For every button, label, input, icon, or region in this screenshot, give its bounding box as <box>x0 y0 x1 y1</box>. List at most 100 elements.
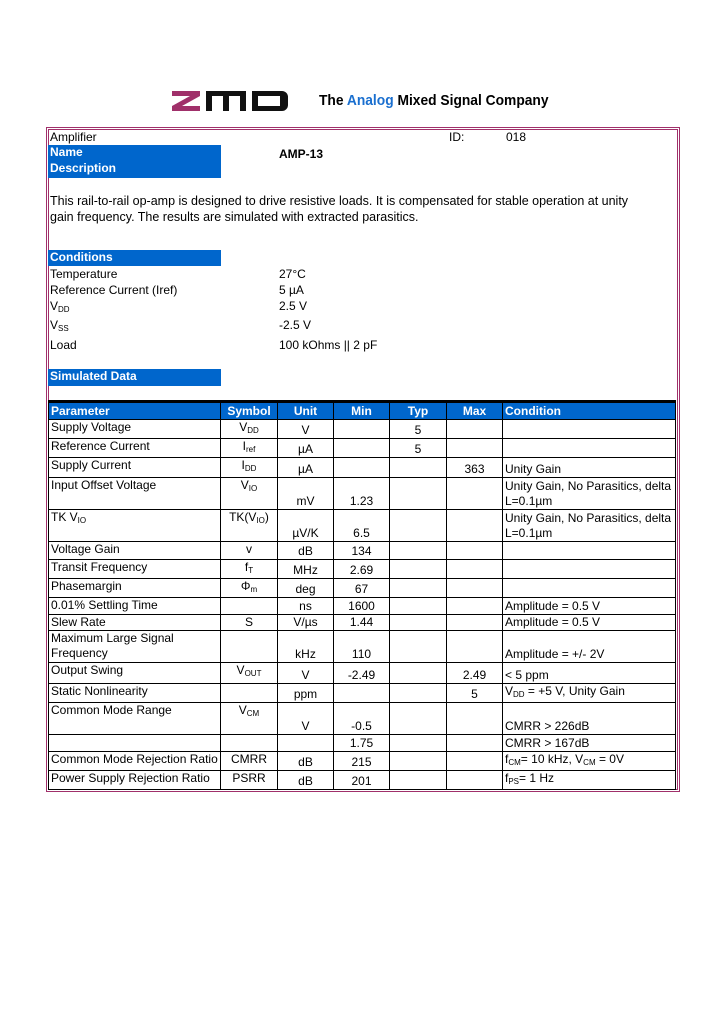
cell-parameter: Supply Current <box>48 457 221 478</box>
category: Amplifier <box>50 130 97 144</box>
cell-typ <box>389 597 447 615</box>
cell-symbol <box>220 734 278 752</box>
table-row: Supply Voltage VDD V 5 <box>48 419 676 439</box>
cell-max <box>446 419 503 439</box>
cell-max <box>446 770 503 790</box>
table-header-row: Parameter Symbol Unit Min Typ Max Condition <box>48 400 676 420</box>
conditions-title: Conditions <box>48 250 221 266</box>
symbol-part: I <box>242 439 246 453</box>
column-header: Max <box>446 400 503 420</box>
symbol-part: DD <box>247 426 259 435</box>
table-row: Reference Current Iref µA 5 <box>48 438 676 458</box>
cell-min <box>333 683 390 703</box>
cell-unit: kHz <box>277 630 334 663</box>
cell-symbol <box>220 597 278 615</box>
cell-typ <box>389 662 447 684</box>
cell-parameter: Static Nonlinearity <box>48 683 221 703</box>
column-header: Unit <box>277 400 334 420</box>
cell-unit: V <box>277 419 334 439</box>
cell-min: 1600 <box>333 597 390 615</box>
param-text: Transit Frequency <box>51 560 148 574</box>
cell-min: -2.49 <box>333 662 390 684</box>
cell-symbol: PSRR <box>220 770 278 790</box>
condition-label-sub: SS <box>58 324 69 333</box>
cell-min: 110 <box>333 630 390 663</box>
cell-min: 215 <box>333 751 390 771</box>
cell-max: 363 <box>446 457 503 478</box>
cell-parameter: Output Swing <box>48 662 221 684</box>
condition-value: 100 kOhms || 2 pF <box>279 338 378 352</box>
cell-typ: 5 <box>389 419 447 439</box>
cell-typ <box>389 477 447 510</box>
param-text: 0.01% Settling Time <box>51 598 158 612</box>
table-row: Static Nonlinearity ppm 5 VDD = +5 V, Unity… <box>48 683 676 703</box>
cell-typ <box>389 614 447 631</box>
condition-text: Amplitude = 0.5 V <box>505 599 601 613</box>
symbol-part: V <box>236 663 245 677</box>
cell-typ <box>389 683 447 703</box>
param-text: Output Swing <box>51 663 124 677</box>
id-value: 018 <box>506 130 527 144</box>
cell-typ <box>389 630 447 663</box>
cell-condition: Amplitude = +/- 2V <box>502 630 676 663</box>
symbol-part: T <box>248 566 254 575</box>
cell-min: 2.69 <box>333 559 390 579</box>
tagline-post: Mixed Signal Company <box>393 92 549 109</box>
cell-symbol: v <box>220 541 278 560</box>
param-text: Maximum Large Signal Frequency <box>51 631 174 660</box>
cell-typ <box>389 541 447 560</box>
cell-max <box>446 597 503 615</box>
symbol-part: TK(V <box>229 510 257 524</box>
cell-max <box>446 438 503 458</box>
param-text: Static Nonlinearity <box>51 684 148 698</box>
cell-min: -0.5 <box>333 702 390 735</box>
cell-symbol <box>220 630 278 663</box>
cell-parameter <box>48 734 221 752</box>
id-label: ID: <box>449 130 465 144</box>
param-text: TK V <box>51 510 78 524</box>
cell-symbol: fT <box>220 559 278 579</box>
cell-unit: µA <box>277 457 334 478</box>
cell-condition <box>502 559 676 579</box>
condition-label: Temperature <box>50 267 117 281</box>
cell-symbol: IDD <box>220 457 278 478</box>
condition-text: = 1 Hz <box>519 771 555 785</box>
symbol-part: Φ <box>240 579 251 593</box>
cell-min: 201 <box>333 770 390 790</box>
symbol-part: I <box>241 458 245 472</box>
table-row: Common Mode Range VCM V -0.5 CMRR > 226dB <box>48 702 676 735</box>
param-text: Common Mode Rejection Ratio <box>51 752 218 766</box>
cell-parameter: Common Mode Range <box>48 702 221 735</box>
symbol-part: ) <box>264 510 269 524</box>
table-row: Transit Frequency fT MHz 2.69 <box>48 559 676 579</box>
tagline: The Analog Mixed Signal Company <box>319 92 549 109</box>
cell-symbol: Φm <box>220 578 278 598</box>
condition-text: V <box>505 684 514 698</box>
table-row: Supply Current IDD µA 363 Unity Gain <box>48 457 676 478</box>
cell-typ <box>389 751 447 771</box>
cell-min: 6.5 <box>333 509 390 542</box>
table-row: Common Mode Rejection Ratio CMRR dB 215 fCM=… <box>48 751 676 771</box>
param-text: Power Supply Rejection Ratio <box>51 771 210 785</box>
condition-text: f <box>505 771 509 785</box>
symbol-part: v <box>246 542 252 556</box>
cell-parameter: Common Mode Rejection Ratio <box>48 751 221 771</box>
column-header: Typ <box>389 400 447 420</box>
cell-min: 67 <box>333 578 390 598</box>
cell-min <box>333 438 390 458</box>
cell-max <box>446 477 503 510</box>
table-row: Voltage Gain v dB 134 <box>48 541 676 560</box>
cell-unit: V <box>277 702 334 735</box>
condition-text: Unity Gain <box>505 462 562 476</box>
cell-typ <box>389 509 447 542</box>
table-row: Input Offset Voltage VIO mV 1.23 Unity Gain,… <box>48 477 676 510</box>
table-row: 0.01% Settling Time ns 1600 Amplitude = 0.5… <box>48 597 676 615</box>
cell-max <box>446 578 503 598</box>
condition-label-text: Load <box>50 338 77 352</box>
condition-text: = +5 V, Unity Gain <box>524 684 625 698</box>
cell-condition <box>502 438 676 458</box>
simulated-data-title: Simulated Data <box>48 369 221 386</box>
condition-value: -2.5 V <box>279 318 312 332</box>
symbol-part: V <box>239 420 248 434</box>
cell-max <box>446 541 503 560</box>
